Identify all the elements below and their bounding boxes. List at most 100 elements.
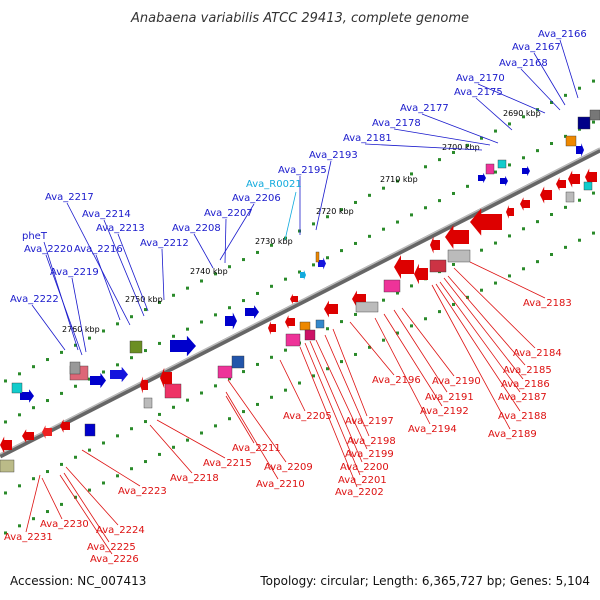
track-dot-outer: [312, 222, 315, 226]
track-dot-outer: [270, 243, 273, 247]
track-dot-inner-b: [116, 434, 119, 438]
track-dot-inner-b: [186, 398, 189, 402]
track-dot-inner-b: [256, 362, 259, 366]
track-dot-inner: [200, 320, 203, 324]
forward-gene-arrow: [478, 172, 486, 184]
track-dot-inner: [214, 313, 217, 317]
track-dot-outer-b: [410, 324, 413, 328]
gene-label-forward: Ava_2222: [10, 294, 59, 305]
track-dot-outer-b: [326, 367, 329, 371]
track-dot-outer-b: [340, 360, 343, 364]
forward-gene-box: [565, 135, 577, 147]
track-dot-inner-b: [130, 427, 133, 431]
leader-forward: [95, 254, 121, 321]
track-dot-outer: [410, 172, 413, 176]
track-dot-outer-b: [60, 502, 63, 506]
gene-label-forward: Ava_2206: [232, 193, 281, 204]
track-dot-inner: [116, 363, 119, 367]
track-dot-outer-b: [242, 410, 245, 414]
track-dot-inner: [46, 399, 49, 403]
track-dot-outer-b: [508, 274, 511, 278]
track-dot-outer-b: [158, 452, 161, 456]
track-dot-inner: [396, 220, 399, 224]
track-dot-outer-b: [256, 402, 259, 406]
track-dot-outer-b: [466, 295, 469, 299]
reverse-gene-arrow: [42, 425, 52, 439]
gene-label-reverse: Ava_2201: [338, 475, 387, 486]
reverse-gene-arrow: [394, 255, 414, 279]
track-dot-outer: [438, 158, 441, 162]
leader-reverse: [332, 328, 368, 417]
track-dot-outer: [550, 101, 553, 104]
leader-rna: [284, 191, 297, 241]
track-dot-inner: [172, 334, 175, 338]
leader-reverse: [156, 419, 226, 459]
gene-label-forward: Ava_2193: [309, 150, 358, 161]
track-dot-inner: [60, 391, 63, 395]
gene-label-reverse: Ava_2226: [90, 554, 139, 565]
track-dot-outer-b: [270, 395, 273, 399]
track-dot-inner-b: [382, 298, 385, 302]
reverse-gene-arrow: [60, 419, 70, 433]
track-dot-inner: [88, 377, 91, 381]
backbone-highlight: [0, 147, 600, 455]
track-dot-outer-b: [564, 245, 567, 249]
leader-reverse: [349, 321, 395, 376]
track-dot-outer: [186, 286, 189, 290]
track-dot-outer: [74, 343, 77, 347]
track-dot-inner: [312, 263, 315, 267]
gene-label-reverse: Ava_2197: [345, 416, 394, 427]
reverse-gene-box: [143, 397, 153, 409]
reverse-gene-box: [583, 181, 593, 191]
reverse-gene-arrow: [470, 208, 502, 236]
backbone-line: [0, 147, 600, 459]
gene-label-reverse: Ava_2215: [203, 458, 252, 469]
leader-reverse: [225, 391, 279, 480]
track-dot-inner: [536, 149, 539, 153]
track-dot-outer-b: [536, 260, 539, 264]
leader-reverse: [439, 281, 521, 393]
track-dot-inner-b: [536, 220, 539, 224]
leader-forward: [533, 52, 566, 106]
genome-summary-text: Topology: circular; Length: 6,365,727 bp…: [260, 574, 590, 588]
track-dot-inner: [256, 291, 259, 295]
gene-label-reverse: Ava_2223: [118, 486, 167, 497]
track-dot-outer: [354, 200, 357, 204]
gene-label-reverse: Ava_2184: [513, 348, 562, 359]
leader-forward: [315, 160, 332, 231]
reverse-gene-box: [447, 249, 471, 263]
track-dot-outer: [144, 308, 147, 312]
forward-gene-arrow: [522, 165, 530, 177]
gene-label-reverse: Ava_2231: [4, 532, 53, 543]
track-dot-inner-b: [284, 348, 287, 352]
track-dot-outer-b: [46, 510, 49, 514]
forward-gene-arrow: [300, 269, 306, 281]
track-dot-outer: [368, 193, 371, 197]
track-dot-outer-b: [424, 317, 427, 321]
track-dot-outer-b: [172, 445, 175, 449]
kbp-tick-label: 2720 kbp: [316, 207, 354, 216]
gene-label-forward: Ava_2168: [499, 58, 548, 69]
track-dot-inner-b: [60, 462, 63, 466]
gene-label-reverse: Ava_2191: [425, 392, 474, 403]
track-dot-outer: [382, 186, 385, 190]
track-dot-inner-b: [214, 384, 217, 388]
track-dot-outer-b: [284, 388, 287, 392]
track-dot-outer: [172, 293, 175, 297]
track-dot-inner-b: [452, 262, 455, 266]
reverse-gene-arrow: [445, 225, 469, 249]
track-dot-inner-b: [564, 205, 567, 209]
track-dot-inner-b: [102, 441, 105, 445]
track-dot-inner-b: [494, 241, 497, 245]
gene-label-rna: Ava_R0021: [246, 179, 302, 190]
track-dot-inner-b: [200, 391, 203, 395]
track-dot-outer-b: [32, 517, 35, 521]
leader-reverse: [443, 277, 524, 380]
leader-forward: [103, 219, 145, 317]
track-dot-outer: [522, 115, 525, 119]
gene-label-forward: Ava_2181: [343, 133, 392, 144]
map-title: Anabaena variabilis ATCC 29413, complete…: [130, 11, 469, 26]
gene-label-reverse: Ava_2198: [347, 436, 396, 447]
track-dot-inner: [340, 249, 343, 253]
track-dot-inner-b: [158, 412, 161, 416]
